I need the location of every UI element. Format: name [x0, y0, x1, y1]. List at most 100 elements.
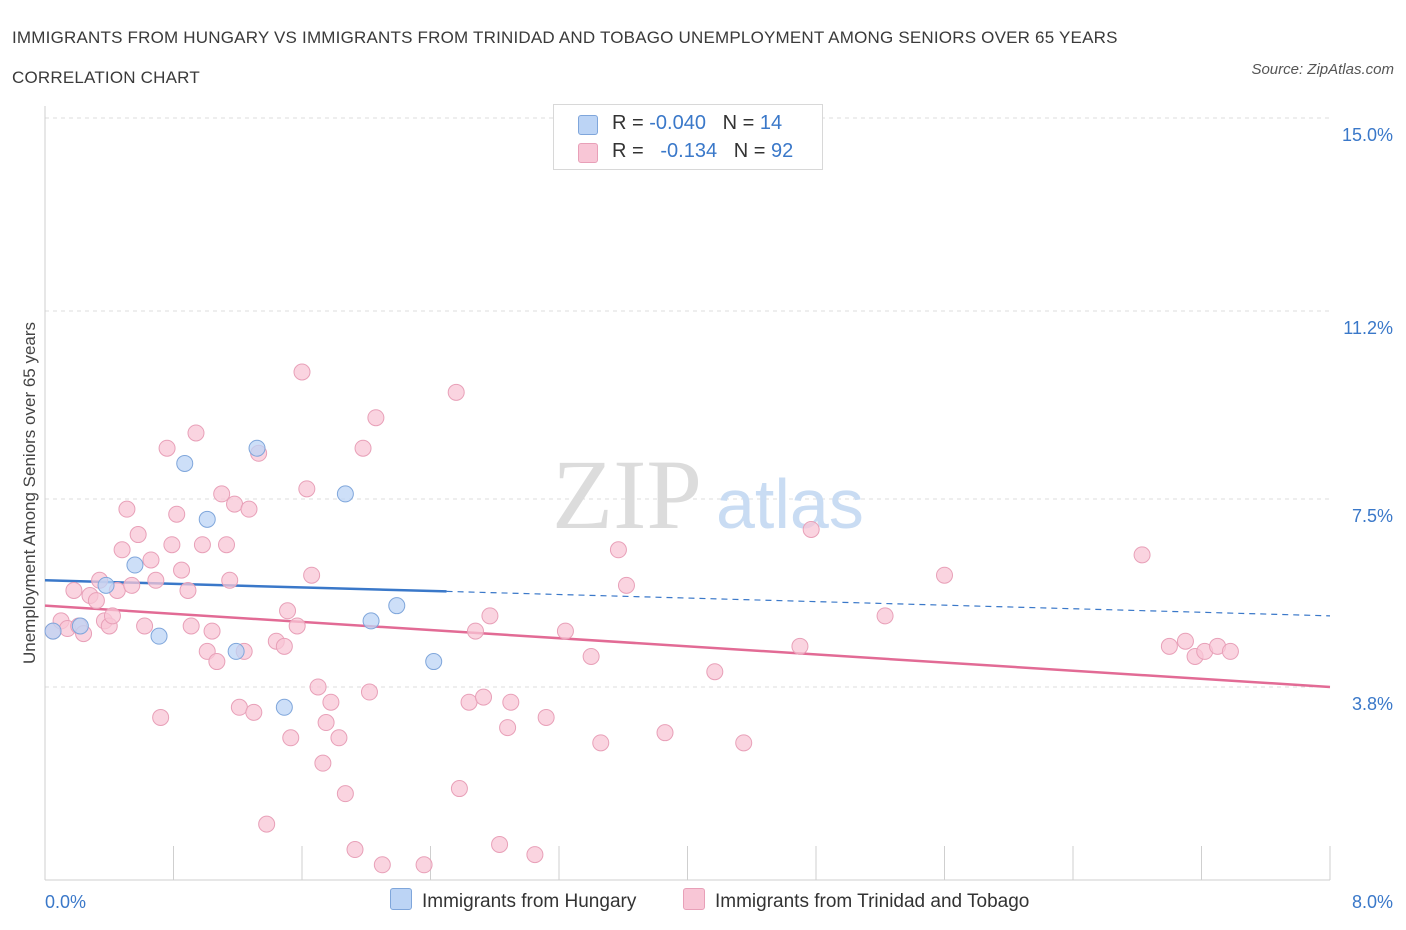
- data-point-trinidad: [367, 409, 385, 427]
- data-point-trinidad: [656, 724, 674, 742]
- legend-row-trinidad: R = -0.134 N = 92: [578, 140, 793, 164]
- x-tick-label: 0.0%: [45, 892, 86, 912]
- data-point-trinidad: [279, 602, 297, 620]
- data-point-trinidad: [208, 653, 226, 671]
- data-point-trinidad: [1133, 546, 1151, 564]
- x-tick-label: 8.0%: [1352, 892, 1393, 912]
- legend-n-value-trinidad: 92: [771, 140, 794, 162]
- data-point-trinidad: [876, 607, 894, 625]
- data-point-trinidad: [1221, 642, 1239, 660]
- data-point-hungary: [71, 617, 89, 635]
- data-point-trinidad: [298, 480, 316, 498]
- data-point-trinidad: [187, 424, 205, 442]
- legend-n-value-hungary: 14: [759, 112, 783, 134]
- data-point-trinidad: [617, 576, 635, 594]
- bottom-legend-label-trinidad: Immigrants from Trinidad and Tobago: [715, 891, 1030, 912]
- grid-lines: [45, 117, 1330, 688]
- data-point-trinidad: [213, 485, 231, 503]
- data-point-trinidad: [346, 841, 364, 859]
- data-point-trinidad: [103, 607, 121, 625]
- stats-legend: R = -0.040 N = 14 R = -0.134 N = 92: [553, 104, 823, 170]
- y-axis-label: Unemployment Among Seniors over 65 years: [20, 321, 39, 665]
- legend-n-label: N =: [733, 140, 772, 162]
- data-point-trinidad: [158, 439, 176, 457]
- y-tick-label: 3.8%: [1352, 694, 1393, 714]
- data-point-trinidad: [360, 683, 378, 701]
- data-point-trinidad: [293, 363, 311, 381]
- source-label: Source: ZipAtlas.com: [1251, 61, 1394, 78]
- data-point-trinidad: [230, 698, 248, 716]
- data-point-trinidad: [447, 383, 465, 401]
- data-point-hungary: [425, 653, 443, 671]
- data-point-trinidad: [118, 500, 136, 518]
- data-point-hungary: [176, 454, 194, 472]
- data-point-trinidad: [245, 703, 263, 721]
- data-point-hungary: [44, 622, 62, 640]
- data-point-trinidad: [182, 617, 200, 635]
- data-point-trinidad: [240, 500, 258, 518]
- data-point-trinidad: [129, 526, 147, 544]
- legend-swatch-hungary: [578, 115, 598, 135]
- data-point-trinidad: [373, 856, 391, 874]
- data-point-hungary: [150, 627, 168, 645]
- bottom-legend-swatch-hungary: [390, 888, 412, 910]
- data-point-trinidad: [258, 815, 276, 833]
- data-point-hungary: [275, 698, 293, 716]
- data-point-trinidad: [87, 592, 105, 610]
- data-point-hungary: [388, 597, 406, 615]
- data-point-trinidad: [322, 693, 340, 711]
- data-point-trinidad: [275, 637, 293, 655]
- data-point-hungary: [198, 510, 216, 528]
- data-point-trinidad: [147, 571, 165, 589]
- data-point-trinidad: [288, 617, 306, 635]
- data-point-trinidad: [481, 607, 499, 625]
- data-points: [44, 363, 1239, 874]
- data-point-trinidad: [152, 708, 170, 726]
- data-point-trinidad: [1176, 632, 1194, 650]
- data-point-hungary: [126, 556, 144, 574]
- axes: [44, 106, 1331, 881]
- data-point-trinidad: [303, 566, 321, 584]
- legend-r-value-hungary: -0.040: [649, 112, 706, 134]
- data-point-trinidad: [123, 576, 141, 594]
- data-point-trinidad: [282, 729, 300, 747]
- data-point-trinidad: [415, 856, 433, 874]
- data-point-trinidad: [582, 647, 600, 665]
- data-point-trinidad: [354, 439, 372, 457]
- data-point-trinidad: [936, 566, 953, 584]
- data-point-trinidad: [113, 541, 131, 559]
- trend-line-trinidad: [44, 604, 1331, 689]
- legend-r-label: R =: [612, 112, 650, 134]
- data-point-trinidad: [65, 581, 83, 599]
- data-point-trinidad: [491, 835, 509, 853]
- chart-title: IMMIGRANTS FROM HUNGARY VS IMMIGRANTS FR…: [12, 28, 1118, 87]
- data-point-hungary: [227, 642, 245, 660]
- data-point-trinidad: [791, 637, 809, 655]
- legend-n-label: N =: [722, 112, 760, 134]
- data-point-trinidad: [203, 622, 221, 640]
- tick-labels: 3.8% 7.5% 11.2% 15.0% 0.0% 8.0%: [45, 125, 1393, 912]
- bottom-legend-trinidad: Immigrants from Trinidad and Tobago: [683, 888, 1029, 914]
- legend-swatch-trinidad: [578, 143, 598, 163]
- data-point-trinidad: [309, 678, 327, 696]
- trend-lines: [44, 579, 1331, 689]
- data-point-trinidad: [163, 536, 181, 554]
- data-point-trinidad: [475, 688, 493, 706]
- data-point-hungary: [336, 485, 354, 503]
- data-point-trinidad: [221, 571, 239, 589]
- data-point-hungary: [362, 612, 380, 630]
- data-point-trinidad: [173, 561, 191, 579]
- data-point-trinidad: [142, 551, 160, 569]
- data-point-trinidad: [526, 846, 544, 864]
- data-point-trinidad: [466, 622, 484, 640]
- data-point-hungary: [248, 439, 266, 457]
- bottom-legend-label-hungary: Immigrants from Hungary: [422, 891, 637, 912]
- data-point-trinidad: [706, 663, 724, 681]
- data-point-trinidad: [609, 541, 627, 559]
- data-point-trinidad: [314, 754, 332, 772]
- data-point-trinidad: [502, 693, 520, 711]
- data-point-trinidad: [1160, 637, 1178, 655]
- bottom-legend-swatch-trinidad: [683, 888, 705, 910]
- data-point-trinidad: [168, 505, 186, 523]
